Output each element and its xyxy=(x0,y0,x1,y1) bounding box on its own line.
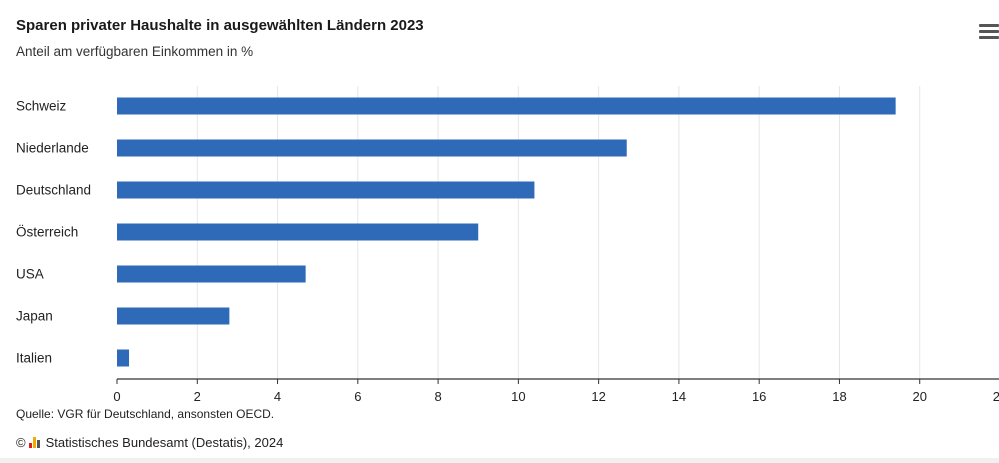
x-tick-label: 10 xyxy=(511,389,525,404)
copyright-symbol: © xyxy=(16,435,26,450)
copyright-text: Statistisches Bundesamt (Destatis), 2024 xyxy=(45,435,284,450)
x-tick-label: 6 xyxy=(354,389,361,404)
category-label: Niederlande xyxy=(16,141,89,156)
source-note: Quelle: VGR für Deutschland, ansonsten O… xyxy=(16,407,275,421)
x-tick-label: 16 xyxy=(752,389,766,404)
copyright-line: © Statistisches Bundesamt (Destatis), 20… xyxy=(16,435,283,450)
bar xyxy=(117,265,306,283)
chart-subtitle: Anteil am verfügbaren Einkommen in % xyxy=(16,44,254,59)
category-label: Österreich xyxy=(16,225,78,240)
category-label: Deutschland xyxy=(16,183,91,198)
logo-bar-3 xyxy=(36,440,40,448)
bar xyxy=(117,349,130,367)
bar xyxy=(117,139,627,157)
x-tick-label: 12 xyxy=(591,389,605,404)
category-label: Japan xyxy=(16,309,53,324)
x-tick-label: 4 xyxy=(274,389,281,404)
x-tick-label: 8 xyxy=(434,389,441,404)
bottom-divider xyxy=(0,458,999,463)
x-tick-label: 18 xyxy=(832,389,846,404)
logo-bar-2 xyxy=(32,437,36,448)
x-tick-label: 14 xyxy=(672,389,686,404)
destatis-bar-logo-icon xyxy=(28,437,41,448)
logo-bar-1 xyxy=(28,443,32,448)
x-tick-label: 0 xyxy=(113,389,120,404)
bar xyxy=(117,307,230,325)
x-tick-label: 22 xyxy=(993,389,999,404)
category-label: Italien xyxy=(16,351,52,366)
bar xyxy=(117,181,535,199)
category-label: USA xyxy=(16,267,44,282)
category-label: Schweiz xyxy=(16,99,67,114)
x-tick-label: 20 xyxy=(912,389,926,404)
bar xyxy=(117,223,479,241)
bar xyxy=(117,97,896,115)
chart-title: Sparen privater Haushalte in ausgewählte… xyxy=(16,17,424,34)
hamburger-menu-icon[interactable] xyxy=(979,24,999,40)
x-tick-label: 2 xyxy=(194,389,201,404)
